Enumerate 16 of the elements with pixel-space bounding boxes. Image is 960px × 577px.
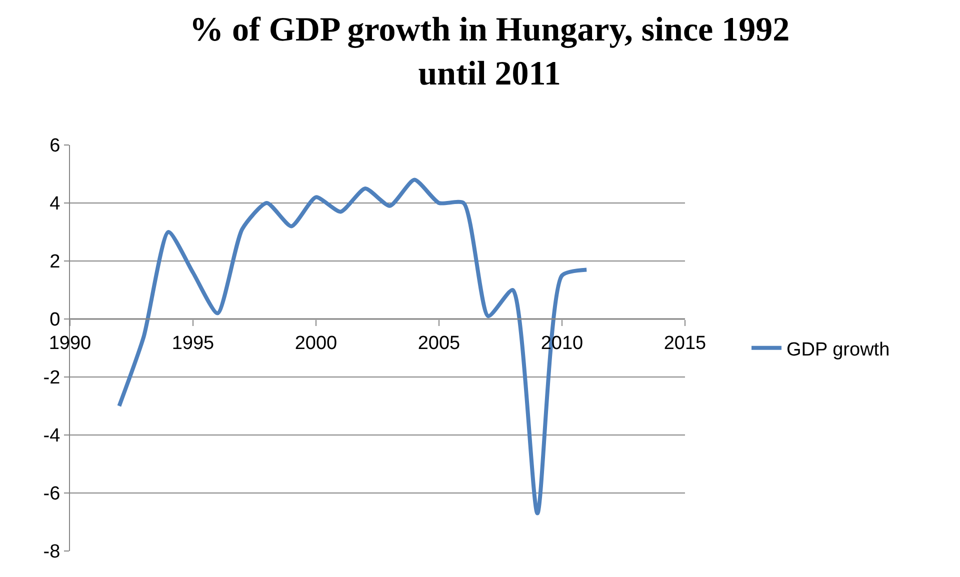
y-tick-label: 2 [50, 252, 60, 273]
y-tick-label: 6 [50, 136, 60, 157]
x-tick-label: 2005 [418, 332, 460, 354]
y-tick-label: -8 [43, 542, 60, 563]
x-tick-label: 1990 [48, 332, 92, 354]
line-series [117, 178, 589, 516]
legend-label: GDP growth [786, 339, 890, 360]
y-tick-label: -4 [43, 426, 61, 447]
y-tick-label: -6 [43, 484, 60, 505]
x-tick-label: 2015 [664, 332, 706, 354]
x-tick-label: 1995 [172, 332, 214, 354]
y-tick-label: -2 [43, 368, 60, 389]
y-tick-label: 4 [50, 194, 61, 215]
chart-title: % of GDP growth in Hungary, since 1992 until 2011 [190, 11, 790, 93]
x-tick-label: 2000 [294, 332, 338, 354]
y-tick-label: 0 [50, 310, 60, 331]
